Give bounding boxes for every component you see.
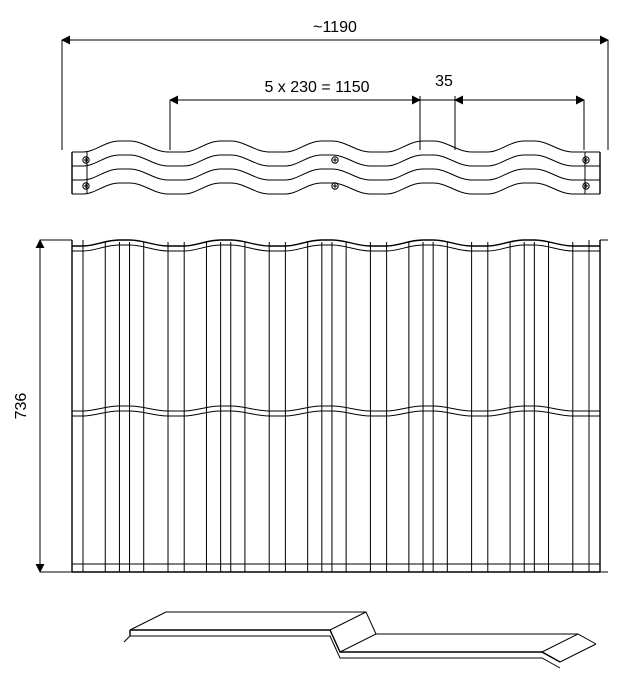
plan-height-dim: 736 <box>13 393 30 420</box>
gap-dim: 35 <box>435 73 453 90</box>
overall-width-dim: ~1190 <box>313 19 357 36</box>
dimension-lines <box>40 40 608 572</box>
plan-top-view <box>72 240 600 572</box>
section-profile-view <box>124 612 596 668</box>
module-width-dim: 5 x 230 = 1150 <box>264 79 369 96</box>
profile-front-view <box>72 141 600 194</box>
